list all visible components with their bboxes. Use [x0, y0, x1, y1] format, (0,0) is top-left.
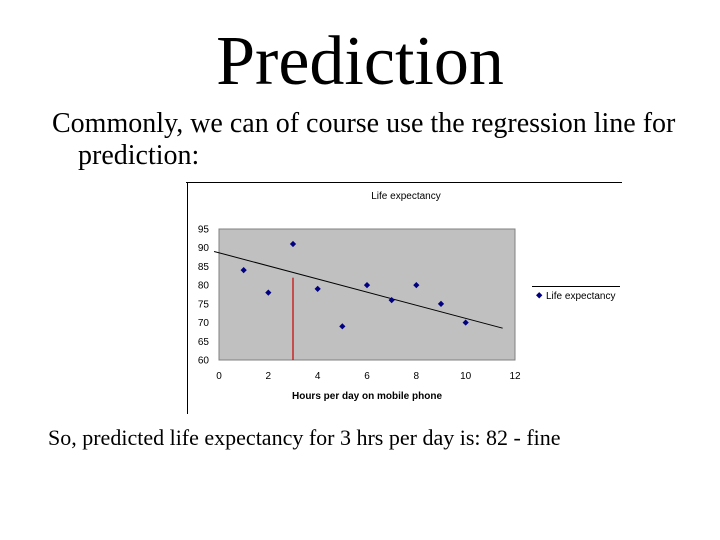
x-tick-label: 4	[315, 371, 321, 382]
regression-layer	[213, 250, 503, 329]
x-tick-label: 2	[266, 371, 272, 382]
x-tick-label: 8	[414, 371, 420, 382]
regression-line	[213, 250, 503, 329]
scatter-chart: Life expectancy 60 65 70 75 80 85 90 95 0 2 4 6 8 10…	[186, 182, 626, 418]
y-tick-label: 95	[198, 225, 210, 236]
chart-title: Life expectancy	[371, 191, 441, 202]
intro-text: Commonly, we can of course use the regre…	[52, 108, 676, 171]
x-axis-ticks: 0 2 4 6 8 10 12	[216, 371, 521, 382]
x-axis-label: Hours per day on mobile phone	[292, 391, 442, 402]
slide-title: Prediction	[216, 23, 504, 100]
conclusion-text: So, predicted life expectancy for 3 hrs …	[48, 425, 561, 450]
x-tick-label: 6	[364, 371, 370, 382]
y-tick-label: 80	[198, 281, 210, 292]
y-tick-label: 60	[198, 356, 210, 367]
y-tick-label: 65	[198, 337, 210, 348]
data-point	[363, 282, 371, 289]
y-tick-label: 75	[198, 299, 210, 310]
y-tick-label: 90	[198, 243, 210, 254]
x-tick-label: 0	[216, 371, 222, 382]
y-tick-label: 70	[198, 318, 210, 329]
y-tick-label: 85	[198, 262, 210, 273]
y-axis-ticks: 60 65 70 75 80 85 90 95	[198, 225, 210, 367]
x-tick-label: 12	[509, 371, 521, 382]
x-tick-label: 10	[460, 371, 472, 382]
plot-area	[218, 228, 516, 361]
legend-label: Life expectancy	[546, 291, 616, 302]
data-point	[437, 300, 445, 307]
